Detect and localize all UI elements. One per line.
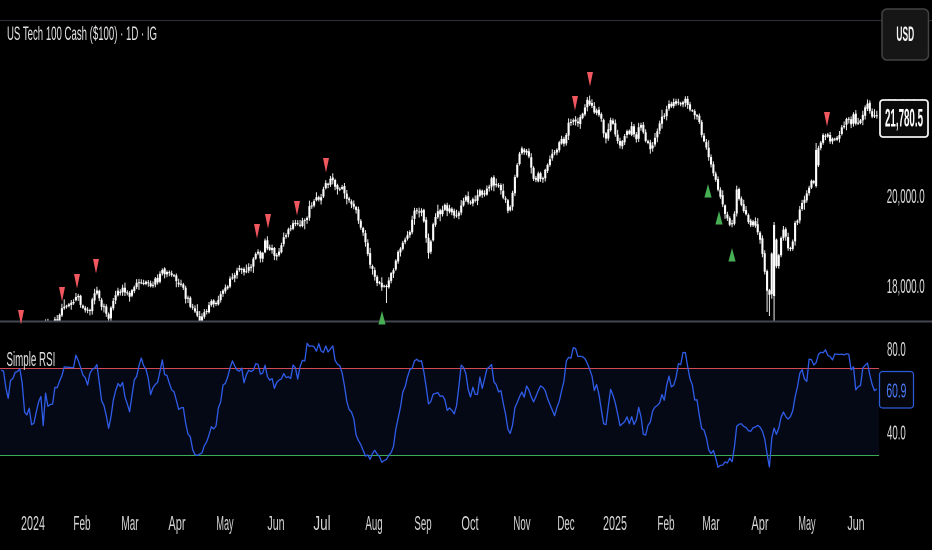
- svg-text:20,000.0: 20,000.0: [887, 186, 925, 208]
- svg-text:Simple RSI: Simple RSI: [7, 349, 56, 371]
- svg-text:40.0: 40.0: [887, 422, 906, 444]
- svg-text:Jun: Jun: [267, 513, 284, 535]
- svg-text:80.0: 80.0: [887, 339, 906, 361]
- svg-text:Mar: Mar: [702, 513, 719, 535]
- svg-text:Sep: Sep: [414, 513, 431, 535]
- svg-text:Jul: Jul: [313, 513, 330, 535]
- svg-text:May: May: [216, 513, 233, 535]
- svg-text:Apr: Apr: [168, 513, 185, 535]
- svg-text:May: May: [798, 513, 815, 535]
- svg-text:Nov: Nov: [513, 513, 530, 535]
- svg-text:18,000.0: 18,000.0: [887, 276, 925, 298]
- svg-text:Aug: Aug: [365, 513, 382, 535]
- svg-text:60.9: 60.9: [886, 380, 906, 402]
- svg-text:USD: USD: [896, 24, 914, 46]
- svg-text:US Tech 100 Cash ($100) · 1D ·: US Tech 100 Cash ($100) · 1D · IG: [7, 24, 157, 45]
- svg-text:21,780.5: 21,780.5: [885, 105, 923, 133]
- svg-text:Mar: Mar: [121, 513, 138, 535]
- svg-text:2025: 2025: [603, 513, 627, 535]
- svg-text:Jun: Jun: [847, 513, 864, 535]
- svg-text:Feb: Feb: [657, 513, 674, 535]
- svg-text:Oct: Oct: [461, 513, 479, 535]
- svg-text:Apr: Apr: [751, 513, 768, 535]
- svg-text:Feb: Feb: [73, 513, 90, 535]
- svg-text:Dec: Dec: [557, 513, 574, 535]
- svg-text:2024: 2024: [21, 513, 45, 535]
